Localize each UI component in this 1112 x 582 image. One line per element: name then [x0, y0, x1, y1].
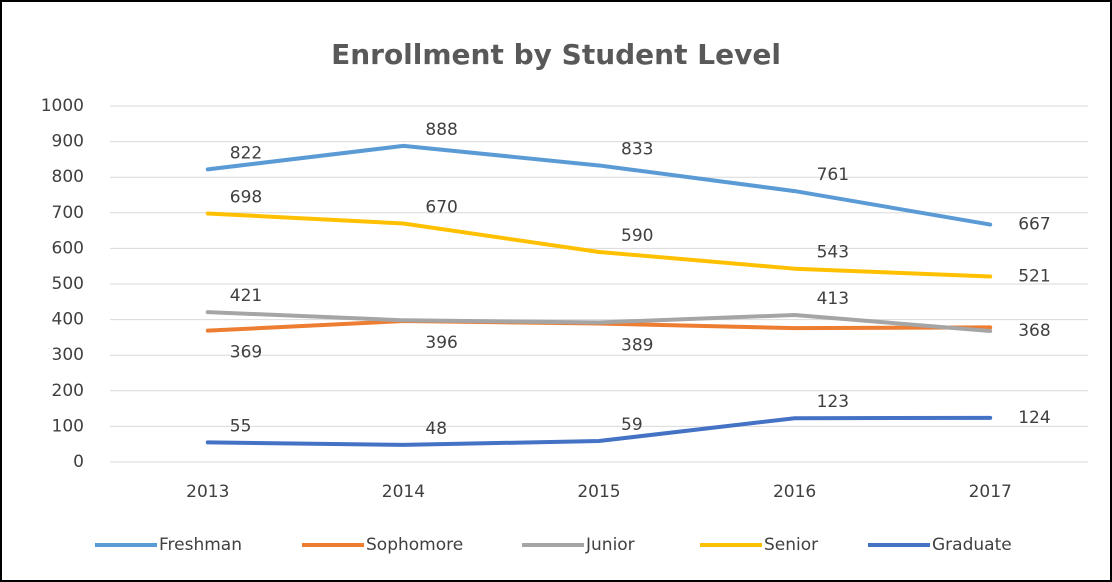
data-label: 55	[230, 416, 252, 436]
data-label: 888	[425, 120, 457, 140]
series-line	[205, 211, 993, 279]
y-tick-label: 1000	[41, 96, 84, 116]
legend-label: Freshman	[159, 535, 242, 555]
y-tick-label: 600	[52, 238, 84, 258]
y-tick-label: 700	[52, 203, 84, 223]
y-tick-label: 0	[73, 452, 84, 472]
legend-label: Senior	[764, 535, 818, 555]
legend-label: Junior	[585, 535, 635, 555]
data-label: 833	[621, 139, 653, 159]
data-label: 698	[230, 188, 262, 208]
y-tick-label: 900	[52, 132, 84, 152]
data-label: 667	[1018, 215, 1050, 235]
data-label: 369	[230, 343, 262, 363]
y-tick-label: 500	[52, 274, 84, 294]
x-tick-label: 2015	[577, 482, 620, 502]
data-label: 123	[817, 392, 849, 412]
data-label: 521	[1018, 267, 1050, 287]
data-label: 413	[817, 289, 849, 309]
legend-label: Sophomore	[366, 535, 463, 555]
x-tick-label: 2013	[186, 482, 229, 502]
data-label: 124	[1018, 408, 1050, 428]
series-line	[205, 143, 993, 227]
y-tick-label: 200	[52, 381, 84, 401]
data-label: 368	[1018, 321, 1050, 341]
y-tick-label: 800	[52, 167, 84, 187]
data-label: 59	[621, 415, 643, 435]
data-label: 822	[230, 143, 262, 163]
series-line	[205, 415, 993, 447]
x-tick-label: 2016	[773, 482, 816, 502]
data-label: 543	[817, 243, 849, 263]
data-label: 48	[425, 419, 447, 439]
data-label: 421	[230, 286, 262, 306]
data-label: 761	[817, 165, 849, 185]
legend-label: Graduate	[932, 535, 1012, 555]
y-tick-label: 100	[52, 416, 84, 436]
y-tick-label: 400	[52, 310, 84, 330]
chart-title: Enrollment by Student Level	[331, 38, 781, 71]
data-label: 396	[425, 333, 457, 353]
data-label: 389	[621, 336, 653, 356]
data-label: 670	[425, 197, 457, 217]
x-tick-label: 2017	[969, 482, 1012, 502]
y-tick-label: 300	[52, 345, 84, 365]
x-tick-label: 2014	[382, 482, 425, 502]
data-label: 590	[621, 226, 653, 246]
series-line	[205, 310, 993, 333]
